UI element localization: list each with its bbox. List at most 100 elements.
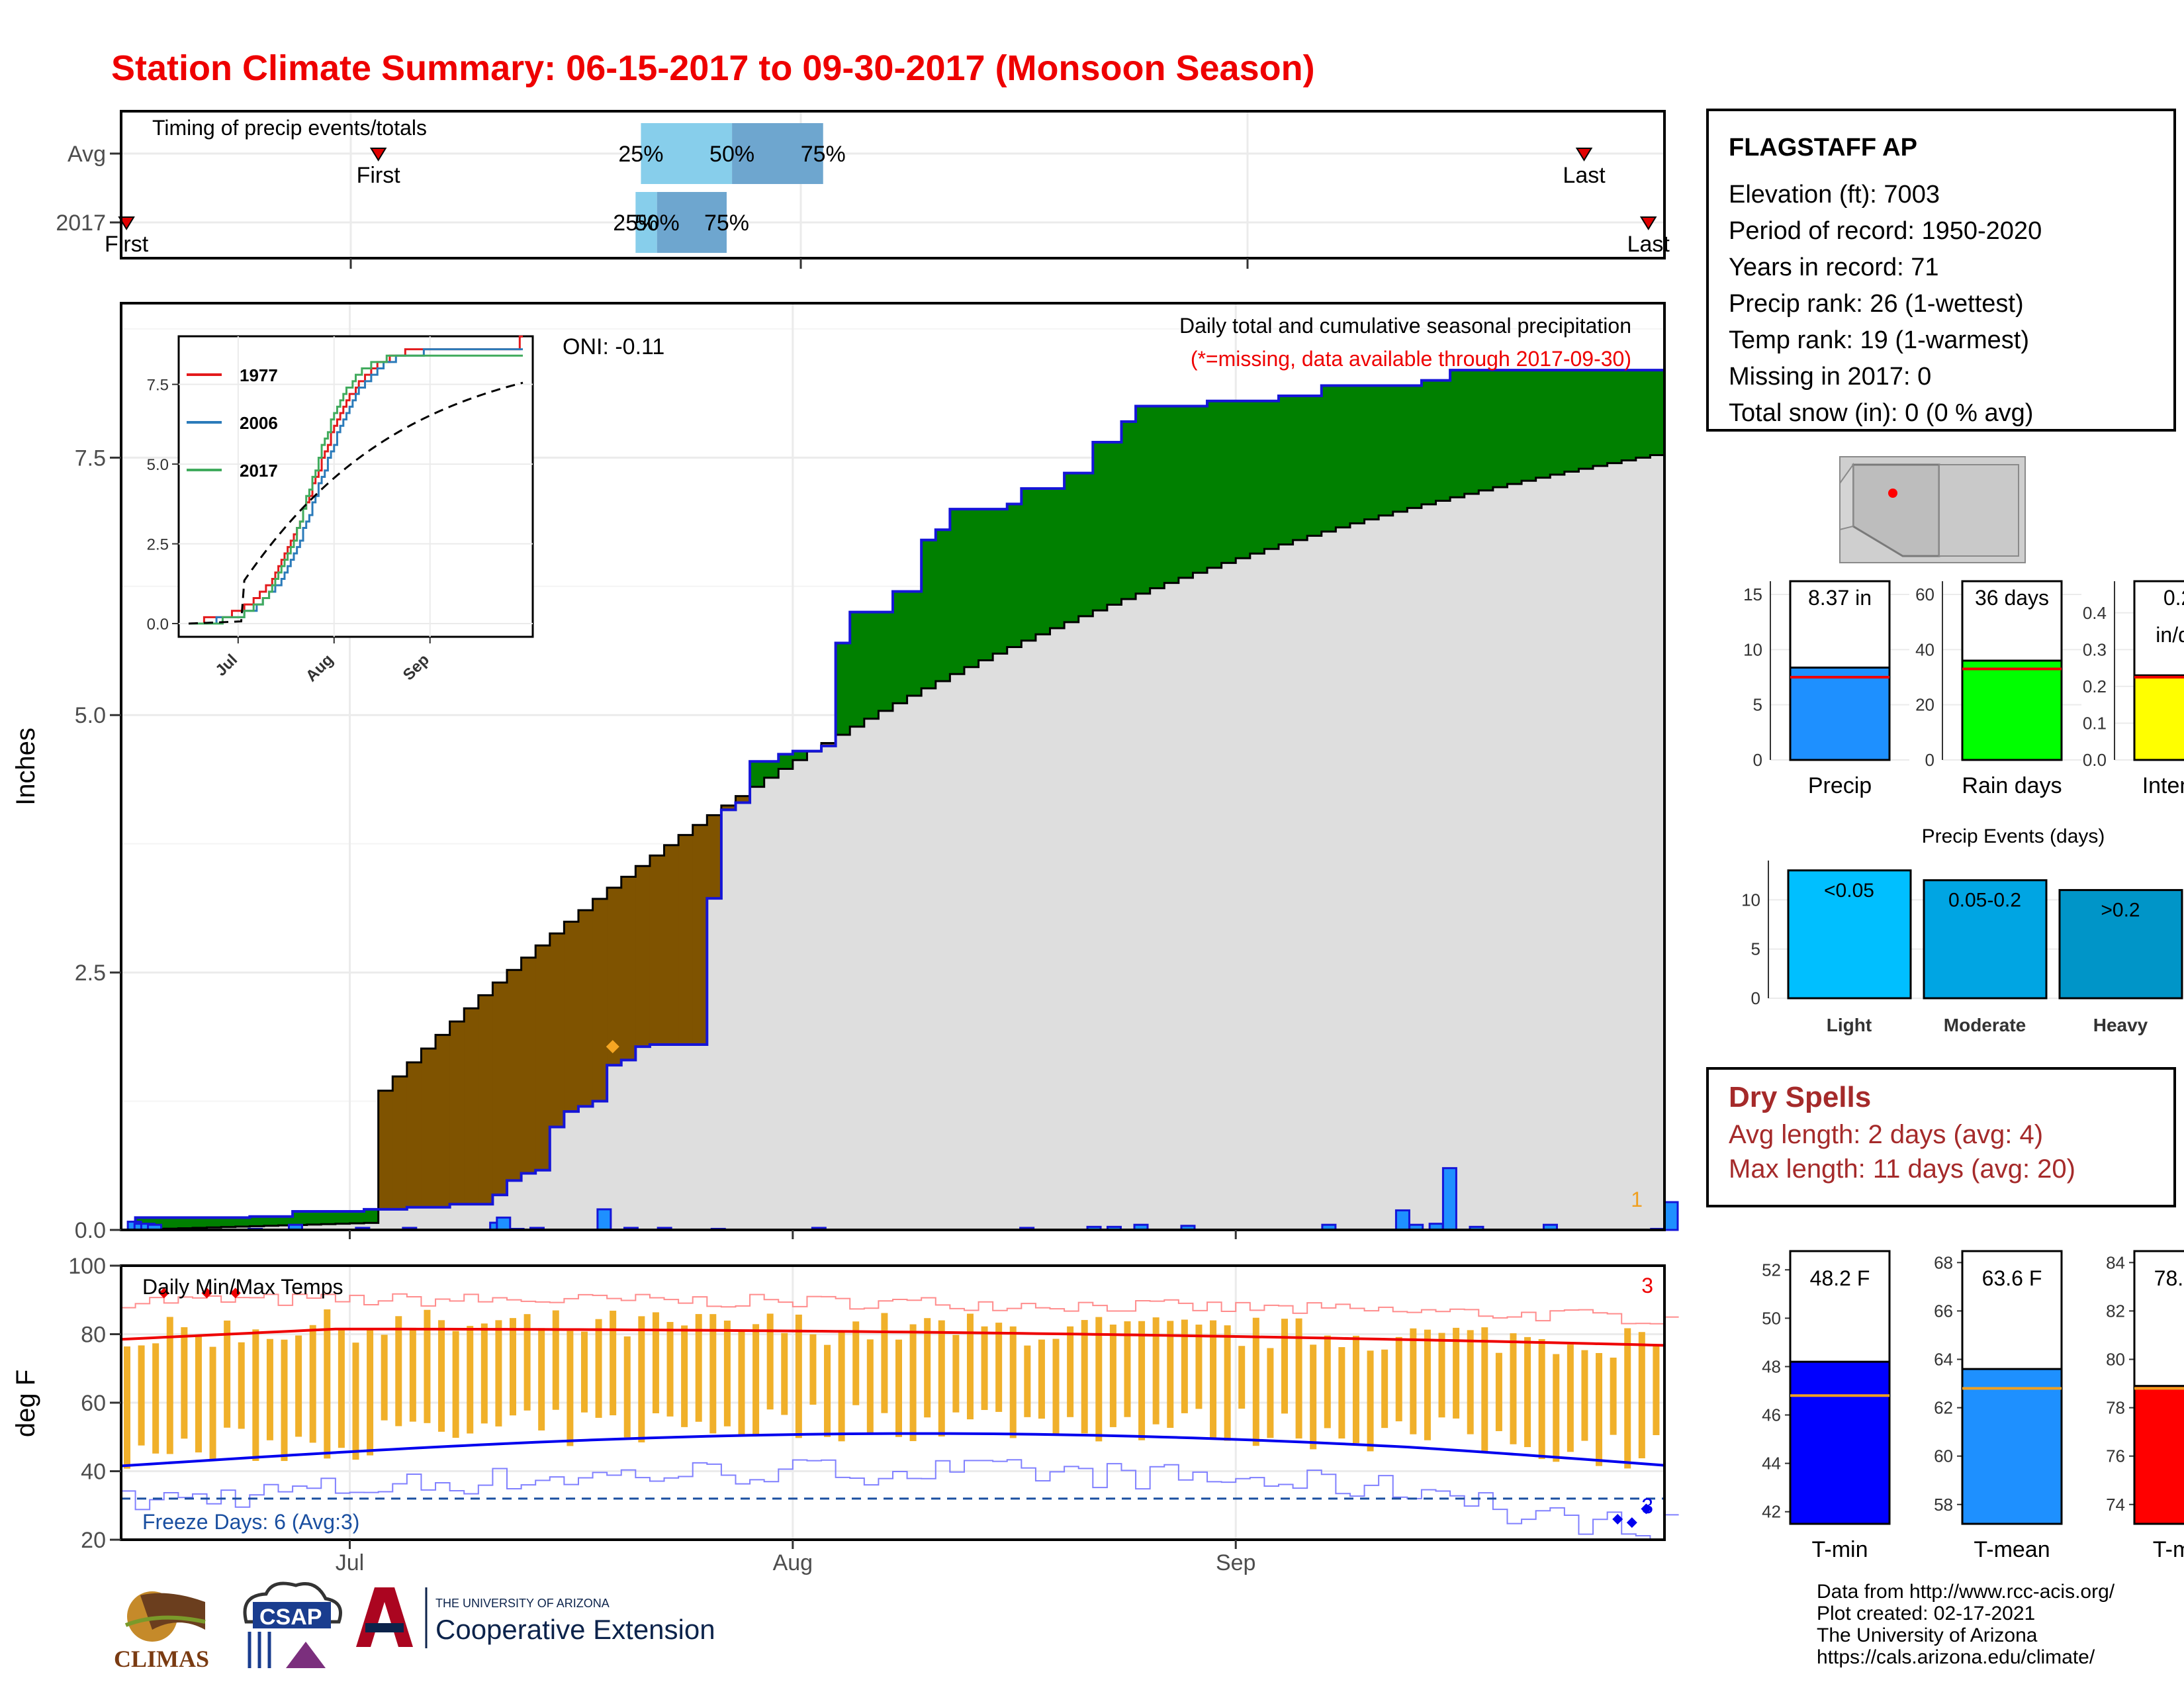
- temp-summary-name: T-max: [2153, 1537, 2184, 1562]
- precip-panel: Daily total and cumulative seasonal prec…: [11, 302, 1679, 1243]
- dry-spells-max: Max length: 11 days (avg: 20): [1729, 1154, 2075, 1184]
- temp-summary-tick-label: 42: [1762, 1502, 1781, 1522]
- surplus-area: [1136, 406, 1151, 594]
- timing-background: [121, 111, 1664, 258]
- daily-temp-bar: [652, 1312, 659, 1414]
- daily-temp-bar: [1638, 1332, 1645, 1458]
- daily-temp-bar: [595, 1319, 602, 1418]
- oni-label: ONI: -0.11: [563, 334, 664, 359]
- daily-temp-bar: [252, 1329, 259, 1461]
- deficit-area: [707, 815, 722, 899]
- surplus-area: [764, 761, 779, 778]
- daily-temp-bar: [1495, 1352, 1502, 1431]
- locator-map: [1839, 456, 2026, 563]
- temp-summary-tick-label: 74: [2106, 1495, 2125, 1515]
- surplus-area: [1621, 370, 1637, 461]
- surplus-area: [1221, 400, 1236, 563]
- deficit-area: [507, 970, 522, 1181]
- daily-temp-bar: [995, 1323, 1003, 1412]
- timing-percent-label: 75%: [801, 142, 846, 167]
- daily-temp-bar: [309, 1325, 316, 1443]
- events-bar: [1787, 869, 1912, 1000]
- daily-temp-bar: [538, 1328, 545, 1430]
- daily-temp-bar: [838, 1331, 845, 1442]
- timing-percent-label: 75%: [704, 211, 749, 236]
- summary-value-label: 0.23: [2163, 586, 2184, 610]
- daily-temp-bar: [1081, 1320, 1088, 1434]
- daily-temp-bar: [1210, 1320, 1217, 1439]
- dry-spells-avg: Avg length: 2 days (avg: 4): [1729, 1120, 2044, 1149]
- average-low-line: [120, 1432, 1665, 1468]
- events-bar-name: Light: [1827, 1015, 1872, 1035]
- daily-temp-bar: [1295, 1318, 1302, 1439]
- summary-tick-label: 5: [1753, 695, 1762, 715]
- surplus-area: [750, 761, 765, 787]
- temp-summary-tick-label: 76: [2106, 1446, 2125, 1466]
- station-snow: Total snow (in): 0 (0 % avg): [1729, 399, 2034, 427]
- chart-title: Station Climate Summary: 06-15-2017 to 0…: [111, 48, 1315, 88]
- daily-temp-bar: [1453, 1327, 1460, 1419]
- deficit-area: [464, 1008, 479, 1205]
- summary-tick-label: 60: [1915, 585, 1934, 604]
- daily-temp-bar: [1167, 1321, 1174, 1428]
- deficit-area: [635, 866, 651, 1047]
- temp-summary-tick-label: 80: [2106, 1349, 2125, 1369]
- temp-summary-value-label: 63.6 F: [1982, 1266, 2042, 1290]
- month-label: Jul: [336, 1550, 364, 1575]
- deficit-area: [535, 945, 551, 1170]
- surplus-area: [1635, 370, 1651, 458]
- precip-ytick-label: 7.5: [75, 445, 106, 471]
- temp-ytick-label: 100: [68, 1254, 106, 1279]
- temp-summary-value-label: 78.9 F: [2154, 1266, 2184, 1290]
- precip-ytick-label: 5.0: [75, 703, 106, 728]
- daily-temp-bar: [1510, 1333, 1517, 1444]
- daily-temp-bar: [1438, 1333, 1445, 1418]
- surplus-area: [993, 509, 1008, 654]
- deficit-area: [521, 957, 536, 1174]
- surplus-area: [1293, 396, 1308, 540]
- surplus-area: [1035, 489, 1051, 635]
- surplus-area: [1607, 370, 1622, 463]
- daily-temp-bar: [781, 1333, 788, 1415]
- station-missing: Missing in 2017: 0: [1729, 363, 1932, 391]
- inset-average-line: [188, 381, 523, 625]
- station-location-marker: [1888, 489, 1897, 498]
- temp-summary-tick-label: 58: [1934, 1495, 1953, 1515]
- events-tick-label: 0: [1751, 988, 1760, 1008]
- deficit-area: [607, 888, 622, 1066]
- record-low-count: 3: [1641, 1494, 1653, 1518]
- daily-temp-bar: [766, 1313, 774, 1410]
- precip-events-chart: Precip Events (days) 0 5 10 <0.05 Light 0.05-0…: [1741, 825, 2183, 1035]
- inset-ytick-label: 0.0: [147, 616, 169, 633]
- station-precip-rank: Precip rank: 26 (1-wettest): [1729, 290, 2024, 318]
- temp-summary-tick-label: 64: [1934, 1349, 1953, 1369]
- record-low-marker: [1641, 1503, 1652, 1515]
- daily-temp-bar: [1567, 1344, 1574, 1452]
- summary-tick-label: 10: [1743, 639, 1762, 659]
- daily-temp-bar: [952, 1335, 960, 1413]
- freeze-days-label: Freeze Days: 6 (Avg:3): [142, 1510, 359, 1534]
- daily-temp-bar: [1067, 1326, 1074, 1417]
- surplus-area: [935, 530, 950, 681]
- daily-precip-bar: [496, 1216, 512, 1231]
- daily-temp-bar: [981, 1326, 988, 1411]
- surplus-area: [192, 1217, 208, 1228]
- ua-logo-large-text: Cooperative Extension: [435, 1614, 715, 1645]
- timing-bar-25-50: [641, 123, 733, 184]
- daily-temp-bar: [338, 1329, 345, 1448]
- daily-temp-bar: [1538, 1338, 1545, 1460]
- surplus-area: [263, 1216, 279, 1226]
- daily-temp-bar: [381, 1335, 388, 1421]
- deficit-area: [578, 910, 594, 1107]
- surplus-area: [1450, 370, 1465, 498]
- surplus-area: [293, 1211, 308, 1225]
- daily-temp-bar: [1481, 1327, 1488, 1453]
- station-temp-rank: Temp rank: 19 (1-warmest): [1729, 326, 2030, 354]
- deficit-area: [378, 1090, 393, 1209]
- summary-bar: [2133, 674, 2184, 761]
- university-of-arizona-logo: THE UNIVERSITY OF ARIZONA Cooperative Ex…: [356, 1587, 715, 1648]
- temp-ytick-label: 40: [81, 1460, 106, 1485]
- daily-temp-bar: [866, 1339, 874, 1434]
- surplus-area: [1593, 370, 1608, 466]
- temp-summary-tick-label: 68: [1934, 1252, 1953, 1272]
